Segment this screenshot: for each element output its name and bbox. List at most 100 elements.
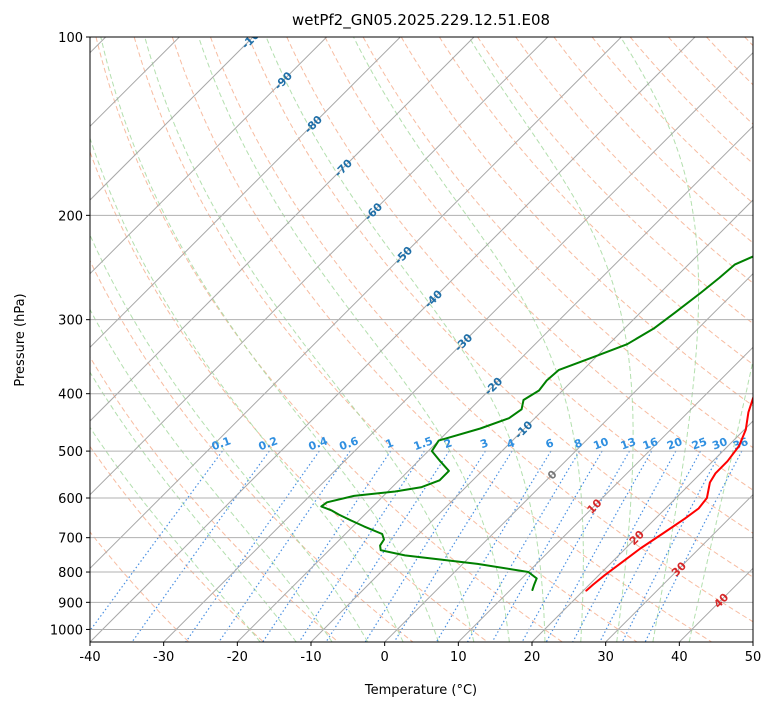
isotherm-label: -10 <box>512 418 535 441</box>
x-tick-label: -30 <box>153 650 174 665</box>
mixing-ratio-line <box>262 450 392 642</box>
y-tick-label: 200 <box>58 209 83 224</box>
dry-adiabat <box>515 37 753 284</box>
y-tick-label: 600 <box>58 492 83 507</box>
mixing-ratio-label: 0.4 <box>307 434 330 453</box>
temperature-profile-line <box>585 395 753 592</box>
dry-adiabat <box>553 37 753 244</box>
x-tick-label: -10 <box>300 650 321 665</box>
dry-adiabat <box>90 259 414 642</box>
x-tick-label: 40 <box>671 650 688 665</box>
moist-adiabat <box>90 233 369 642</box>
isotherm-label: -80 <box>302 113 325 136</box>
mixing-ratio-label: 1 <box>384 436 396 451</box>
moist-adiabat <box>90 136 404 642</box>
mixing-ratio-label: 25 <box>690 435 709 452</box>
mixing-ratio-line <box>298 450 425 642</box>
moist-adiabat <box>90 426 261 642</box>
mixing-ratio-label: 2 <box>442 436 454 451</box>
isotherm-line <box>678 567 753 642</box>
mixing-ratio-line <box>621 450 722 642</box>
mixing-ratio-label: 0.2 <box>257 434 280 453</box>
isotherm-line <box>90 37 328 275</box>
moist-adiabat <box>100 37 439 642</box>
isotherm-label: -50 <box>392 244 415 267</box>
moist-adiabat <box>468 37 634 642</box>
x-tick-label: 20 <box>524 650 541 665</box>
isotherm-line <box>310 199 753 642</box>
isotherm-label: -60 <box>362 200 385 223</box>
y-tick-label: 1000 <box>50 623 83 638</box>
mixing-ratio-label: 13 <box>619 435 638 452</box>
y-tick-label: 700 <box>58 532 83 547</box>
y-tick-label: 500 <box>58 445 83 460</box>
y-tick-labels: 100 200 300 400 500 600 700 800 900 1000 <box>50 31 90 638</box>
mixing-ratio-label: 0.1 <box>210 434 233 453</box>
isotherm-line <box>90 37 254 201</box>
dry-adiabat <box>90 356 339 642</box>
x-tick-labels: -40 -30 -20 -10 0 10 20 30 40 50 <box>79 642 761 665</box>
mixing-ratio-label: 30 <box>710 435 729 453</box>
moist-adiabat <box>353 37 584 642</box>
isotherm-line <box>752 641 753 642</box>
dry-adiabat <box>706 37 753 86</box>
dry-adiabat <box>133 37 638 642</box>
mixing-ratio-line <box>572 450 677 642</box>
isotherm-line <box>531 420 753 642</box>
isotherm-line <box>90 37 622 570</box>
x-tick-label: -40 <box>79 650 100 665</box>
mixing-ratio-line <box>435 450 552 642</box>
x-tick-label: 30 <box>597 650 614 665</box>
mixing-ratio-label: 0.6 <box>338 434 361 453</box>
dry-adiabat <box>744 37 753 47</box>
dry-adiabat <box>668 37 753 125</box>
background-lines <box>90 37 753 642</box>
y-tick-label: 100 <box>58 31 83 46</box>
dry-adiabat <box>210 37 753 623</box>
mixing-ratio-line <box>131 450 270 642</box>
moist-adiabat <box>688 358 753 642</box>
isotherm-line <box>384 272 753 642</box>
isotherm-label: -30 <box>452 331 475 354</box>
mixing-ratio-label: 6 <box>544 436 556 451</box>
dry-adiabat <box>362 37 753 449</box>
chart-title: wetPf2_GN05.2025.229.12.51.E08 <box>292 11 550 30</box>
y-tick-label: 800 <box>58 566 83 581</box>
isotherm-line <box>605 493 753 642</box>
dry-adiabat <box>90 531 190 642</box>
x-tick-label: 0 <box>381 650 389 665</box>
mixing-ratio-line <box>218 450 351 642</box>
y-tick-label: 900 <box>58 596 83 611</box>
mixing-ratio-line <box>545 450 653 642</box>
dry-adiabat <box>90 150 488 642</box>
mixing-ratio-line <box>644 450 743 642</box>
dry-adiabat <box>90 445 264 642</box>
isotherm-line <box>90 37 401 349</box>
dry-adiabat <box>438 37 753 365</box>
mixing-ratio-label: 3 <box>478 436 490 451</box>
mixing-ratio-line <box>491 450 603 642</box>
plot-frame <box>89 36 754 643</box>
moist-adiabat <box>198 37 510 642</box>
mixing-ratio-label: 1.5 <box>412 434 435 453</box>
mixing-ratio-label: 20 <box>665 435 684 453</box>
isotherm-label: 0 <box>545 468 560 483</box>
mixing-ratio-label: 16 <box>641 435 660 453</box>
dry-adiabat <box>286 37 753 534</box>
isotherm-line <box>90 37 475 422</box>
isotherm-line <box>90 37 549 496</box>
x-axis-label: Temperature (°C) <box>364 683 477 698</box>
dry-adiabat <box>400 37 753 407</box>
x-tick-label: 50 <box>745 650 762 665</box>
moist-adiabat <box>90 308 333 642</box>
mixing-ratio-line <box>599 450 702 642</box>
x-tick-label: 10 <box>450 650 467 665</box>
isotherm-line <box>457 346 753 642</box>
mixing-ratio-line <box>521 450 631 642</box>
mixing-ratio-line <box>185 450 320 642</box>
dry-adiabat <box>591 37 753 204</box>
dewpoint-profile-line <box>320 255 753 591</box>
x-tick-label: -20 <box>227 650 248 665</box>
mixing-ratio-label: 4 <box>505 436 517 451</box>
